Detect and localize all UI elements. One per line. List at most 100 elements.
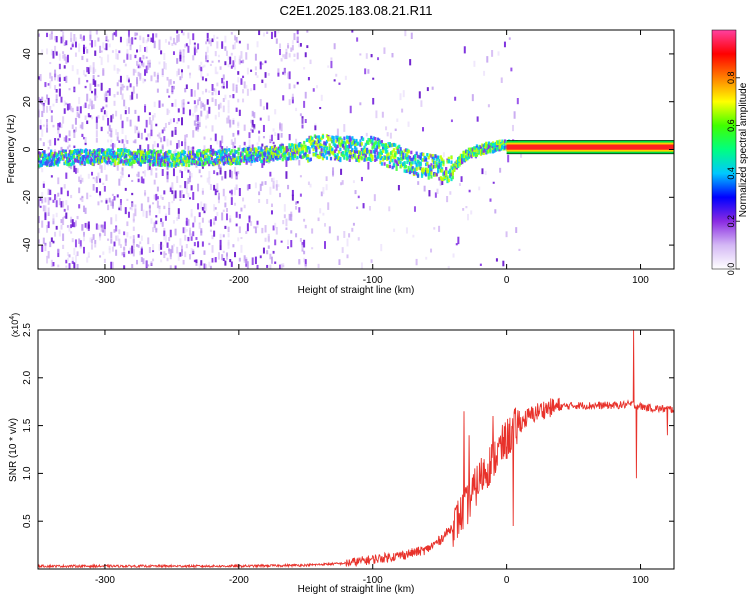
spectrogram-ridge-cell [220, 157, 223, 162]
spectrogram-cell [211, 97, 214, 103]
spectrogram-ridge-cell [331, 135, 334, 140]
spectrogram-cell [107, 204, 110, 211]
spectrogram-ridge-cell [498, 145, 501, 150]
spectrogram-cell [195, 237, 198, 240]
spectrogram-ridge-cell [499, 147, 503, 151]
spectrogram-ridge-cell [487, 149, 491, 153]
spectrogram-ridge-cell [410, 157, 413, 162]
spectrogram-cell [328, 135, 331, 142]
spectrogram-ridge-cell [71, 153, 74, 157]
spectrogram-ridge-cell [39, 154, 42, 158]
spectrogram-cell [396, 118, 399, 122]
spectrogram-ridge-cell [198, 162, 201, 167]
spectrogram-ridge-cell [388, 155, 392, 160]
spectrogram-cell [73, 34, 76, 42]
spectrogram-ridge-cell [383, 146, 386, 150]
spectrogram-ridge-cell [127, 149, 130, 153]
spectrogram-cell [209, 184, 212, 191]
spectrogram-ridge-cell [234, 150, 238, 154]
spectrogram-cell [217, 192, 220, 200]
spectrogram-cell [184, 165, 187, 172]
spectrogram-ridge-cell [332, 142, 335, 146]
spectrogram-cell [352, 180, 355, 184]
spectrogram-ridge-cell [288, 152, 291, 156]
spectrogram-cell [338, 82, 341, 85]
spectrogram-cell [49, 139, 52, 146]
spectrogram-ridge-cell [187, 159, 191, 163]
spectrogram-ridge-cell [391, 143, 394, 147]
spectrogram-ridge-cell [38, 154, 41, 158]
spectrogram-ridge-cell [39, 160, 42, 165]
spectrogram-cell [42, 104, 45, 111]
spectrogram-ridge-cell [305, 156, 308, 161]
spectrogram-cell [158, 244, 161, 251]
spectrogram-cell [148, 112, 151, 116]
spectrogram-cell [129, 54, 132, 60]
spectrogram-cell [200, 69, 203, 78]
spectrogram-cell [110, 217, 113, 225]
spectrogram-cell [71, 260, 74, 264]
spectrogram-cell [238, 145, 241, 151]
spectrogram-ridge-cell [351, 155, 354, 160]
spectrogram-cell [177, 140, 180, 148]
spectrogram-cell [229, 56, 232, 65]
spectrogram-cell [155, 168, 158, 171]
spectrogram-ridge-cell [252, 156, 255, 160]
spectrogram-cell [84, 102, 87, 109]
spectrogram-ridge-cell [344, 141, 347, 146]
spectrogram-cell [222, 188, 225, 197]
spectrogram-cell [70, 224, 73, 229]
spectrogram-cell [44, 99, 47, 103]
spectrogram-ridge-cell [163, 163, 167, 167]
spectrogram-cell [171, 87, 174, 92]
spectrogram-cell [94, 80, 97, 87]
spectrogram-cell [246, 223, 249, 232]
spectrogram-ridge-cell [67, 160, 70, 165]
spectrogram-ridge-cell [162, 155, 165, 160]
spectrogram-cell [230, 197, 233, 205]
spectrogram-cell [399, 93, 402, 101]
spectrogram-ridge-cell [170, 164, 173, 168]
spectrogram-ridge-cell [457, 159, 460, 164]
spectrogram-cell [62, 244, 65, 249]
spectrogram-ridge-cell [320, 145, 323, 150]
spectrogram-cell [78, 238, 81, 244]
spectrogram-ridge-cell [323, 146, 326, 151]
spectrogram-ridge-cell [432, 164, 436, 169]
spectrogram-ridge-cell [43, 157, 46, 162]
spectrogram-ridge-cell [349, 154, 353, 159]
spectrogram-cell [232, 60, 235, 68]
spectrogram-cell [192, 113, 195, 117]
spectrogram-cell [205, 264, 208, 269]
spectrogram-cell [288, 99, 291, 106]
spectrogram-ridge-cell [394, 153, 397, 157]
spectrogram-cell [52, 262, 55, 267]
spectrogram-ridge-cell [309, 157, 313, 162]
spectrogram-ridge-cell [487, 144, 491, 148]
spectrogram-ridge-cell [279, 144, 282, 149]
spectrogram-ridge-cell [60, 151, 63, 156]
spectrogram-cell [92, 67, 95, 74]
spectrogram-cell [476, 116, 479, 122]
spectrogram-ridge-cell [133, 150, 136, 155]
spectrogram-cell [73, 145, 76, 149]
spectrogram-cell [264, 181, 267, 185]
spectrogram-ridge-cell [360, 151, 363, 156]
spectrogram-cell [195, 123, 198, 132]
spectrogram-cell [171, 102, 174, 107]
spectrogram-cell [219, 168, 222, 171]
spectrogram-cell [71, 238, 74, 243]
spectrogram-cell [299, 238, 302, 242]
spectrogram-cell [206, 110, 209, 119]
spectrogram-cell [38, 216, 40, 224]
spectrogram-ridge-cell [40, 160, 43, 164]
spectrogram-ridge-cell [131, 160, 134, 164]
spectrogram-cell [291, 96, 294, 104]
spectrogram-cell [171, 245, 174, 254]
snr-panel: -300 -200 -100 0 100 0.51.01.52.02.5 Height … [8, 313, 675, 595]
spectrogram-ridge-cell [355, 139, 358, 143]
spectrogram-ridge-cell [422, 158, 425, 162]
spectrogram-cell [283, 214, 286, 219]
spectrogram-ridge-cell [336, 138, 339, 142]
spectrogram-ridge-cell [217, 155, 220, 160]
